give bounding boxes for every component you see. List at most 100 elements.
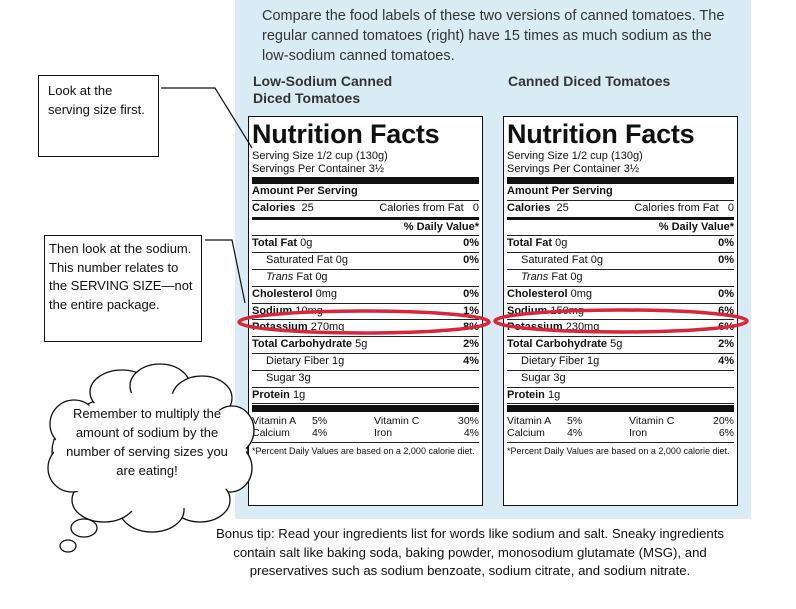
- protein-row: Protein 1g: [252, 388, 479, 405]
- daily-value-header-row: % Daily Value*: [252, 220, 479, 237]
- right-label-heading: Canned Diced Tomatoes: [508, 73, 671, 89]
- left-heading-line-2: Diced Tomatoes: [253, 90, 361, 106]
- iron-label: Iron: [374, 427, 393, 440]
- trans-fat-row: Trans Fat 0g: [252, 270, 479, 287]
- vitamin-c-label: Vitamin C: [374, 415, 420, 428]
- calcium-label: Calcium: [507, 427, 545, 440]
- amount-per-serving: Amount Per Serving: [507, 184, 734, 201]
- dietary-fiber-dv: 4%: [463, 354, 479, 367]
- total-fat-value: 0g: [300, 237, 313, 250]
- protein-value: 1g: [292, 388, 306, 401]
- sodium-dv: 1%: [463, 304, 479, 317]
- calcium-value: 4%: [312, 427, 328, 440]
- dietary-fiber-dv: 4%: [718, 354, 734, 367]
- vitamin-a-label: Vitamin A: [507, 415, 552, 428]
- calories-from-fat-value: 0: [472, 201, 479, 214]
- iron-value: 4%: [463, 427, 479, 440]
- sugar-label: Sugar 3g: [266, 371, 311, 384]
- servings-per-container: Servings Per Container 3½: [252, 163, 385, 175]
- thought-cloud-fill: [54, 392, 246, 512]
- dietary-fiber-row: Dietary Fiber 1g 4%: [507, 354, 734, 371]
- protein-label: Protein: [507, 388, 545, 401]
- thick-divider-bottom: [252, 405, 479, 413]
- carbohydrate-value: 5g: [355, 338, 368, 351]
- protein-row: Protein 1g: [507, 388, 734, 405]
- servings-per-container: Servings Per Container 3½: [507, 163, 640, 175]
- saturated-fat-row: Saturated Fat 0g 0%: [507, 253, 734, 270]
- calories-from-fat-label: Calories from Fat: [634, 201, 719, 214]
- trans-label: Trans: [266, 270, 294, 283]
- total-carbohydrate-row: Total Carbohydrate 5g 2%: [252, 337, 479, 354]
- total-fat-row: Total Fat 0g 0%: [252, 236, 479, 254]
- thought-cloud-text: Remember to multiply the amount of sodiu…: [66, 406, 228, 478]
- thought-bubble-small: [59, 539, 77, 553]
- carbohydrate-label: Total Carbohydrate: [252, 338, 353, 351]
- sodium-highlight-right: [493, 308, 749, 334]
- nutrition-facts-title: Nutrition Facts: [252, 119, 440, 149]
- serving-size-callout: Look at the serving size first.: [48, 83, 145, 117]
- saturated-fat-dv: 0%: [463, 254, 479, 267]
- dietary-fiber-row: Dietary Fiber 1g 4%: [252, 354, 479, 371]
- calcium-label: Calcium: [252, 427, 290, 440]
- saturated-fat-row: Saturated Fat 0g 0%: [252, 253, 479, 270]
- cholesterol-dv: 0%: [463, 287, 479, 300]
- total-carbohydrate-row: Total Carbohydrate 5g 2%: [507, 337, 734, 354]
- saturated-fat-dv: 0%: [718, 254, 734, 267]
- protein-value: 1g: [547, 388, 561, 401]
- calories-from-fat-label: Calories from Fat: [379, 201, 464, 214]
- amount-per-serving-label: Amount Per Serving: [507, 185, 613, 197]
- calories-row: Calories 25 Calories from Fat 0: [507, 201, 734, 220]
- carbohydrate-dv: 2%: [718, 338, 734, 351]
- iron-label: Iron: [629, 427, 648, 440]
- cholesterol-row: Cholesterol 0mg 0%: [507, 287, 734, 304]
- carbohydrate-label: Total Carbohydrate: [507, 338, 608, 351]
- vitamin-c-value: 30%: [457, 415, 479, 428]
- serving-size: Serving Size 1/2 cup (130g): [507, 150, 643, 162]
- cholesterol-label: Cholesterol: [252, 287, 313, 300]
- saturated-fat-label: Saturated Fat 0g: [266, 254, 348, 267]
- vitamin-a-value: 5%: [567, 415, 583, 428]
- daily-value-header: % Daily Value*: [658, 220, 734, 233]
- thick-divider-bottom: [507, 405, 734, 413]
- vitamin-c-value: 20%: [712, 415, 734, 428]
- total-fat-value: 0g: [555, 237, 568, 250]
- sugar-label: Sugar 3g: [521, 371, 566, 384]
- left-heading-line-1: Low-Sodium Canned: [253, 73, 393, 89]
- saturated-fat-label: Saturated Fat 0g: [521, 254, 603, 267]
- total-fat-row: Total Fat 0g 0%: [507, 236, 734, 254]
- intro-text: Compare the food labels of these two ver…: [262, 8, 725, 64]
- nutrition-facts-title: Nutrition Facts: [507, 119, 695, 149]
- left-label-heading: Low-Sodium Canned Diced Tomatoes: [253, 73, 453, 107]
- vitamin-a-label: Vitamin A: [252, 415, 297, 428]
- vitamin-row-1: Vitamin A 5% Vitamin C 20%: [507, 412, 734, 427]
- daily-value-header-row: % Daily Value*: [507, 220, 734, 237]
- total-fat-dv: 0%: [718, 237, 734, 250]
- amount-per-serving: Amount Per Serving: [252, 184, 479, 201]
- cholesterol-value: 0mg: [315, 287, 337, 300]
- protein-label: Protein: [252, 388, 290, 401]
- vitamin-c-label: Vitamin C: [629, 415, 675, 428]
- cholesterol-row: Cholesterol 0mg 0%: [252, 287, 479, 304]
- calories-value: 25: [556, 201, 569, 214]
- vitamin-row-2: Calcium 4% Iron 4%: [252, 427, 479, 439]
- cholesterol-value: 0mg: [570, 287, 592, 300]
- sugar-row: Sugar 3g: [507, 371, 734, 388]
- amount-per-serving-label: Amount Per Serving: [252, 185, 358, 197]
- daily-value-header: % Daily Value*: [403, 220, 479, 233]
- vitamin-row-1: Vitamin A 5% Vitamin C 30%: [252, 412, 479, 427]
- calories-label: Calories: [252, 201, 296, 214]
- daily-value-footnote: *Percent Daily Values are based on a 2,0…: [507, 442, 734, 457]
- calories-from-fat-value: 0: [727, 201, 734, 214]
- calories-label: Calories: [507, 201, 551, 214]
- vitamin-row-2: Calcium 4% Iron 6%: [507, 427, 734, 439]
- potassium-row: Potassium 270mg 8%: [252, 320, 479, 338]
- sodium-connector-line: [205, 239, 246, 304]
- calories-value: 25: [301, 201, 314, 214]
- serving-size: Serving Size 1/2 cup (130g): [252, 150, 388, 162]
- total-fat-dv: 0%: [463, 237, 479, 250]
- trans-fat-value: Fat 0g: [548, 270, 583, 283]
- sugar-row: Sugar 3g: [252, 371, 479, 388]
- serving-connector-line: [161, 87, 253, 149]
- calcium-value: 4%: [567, 427, 583, 440]
